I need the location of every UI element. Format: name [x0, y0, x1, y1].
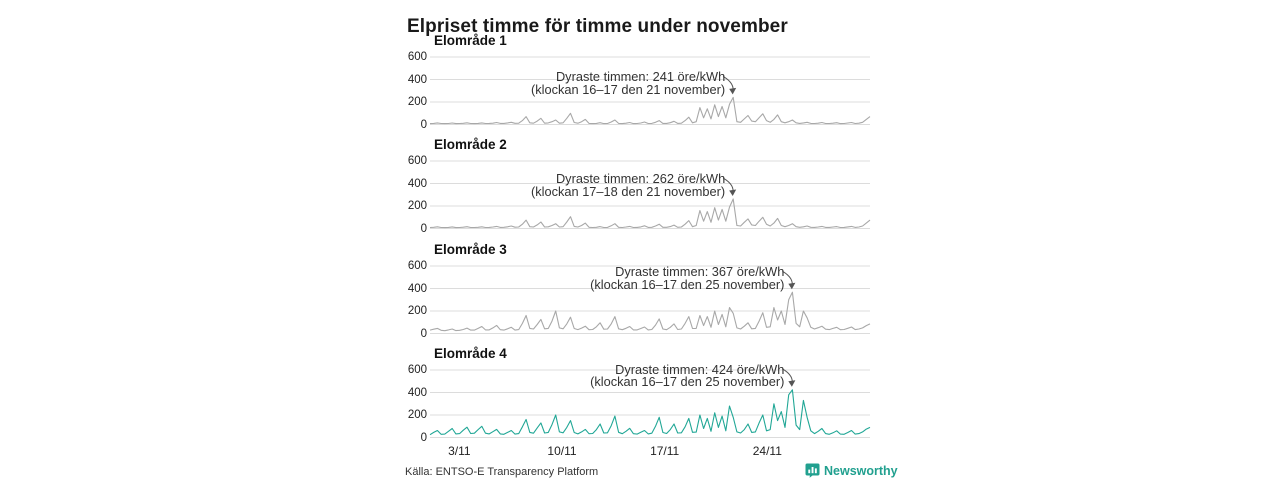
annotation-line-2: (klockan 16–17 den 25 november) [590, 374, 785, 390]
y-axis-label: 400 [407, 73, 427, 86]
y-axis-label: 400 [407, 282, 427, 295]
y-axis-label: 400 [407, 386, 427, 399]
small-multiples: Elområde 1 Dyraste timmen: 241 öre/kWh (… [403, 31, 879, 446]
x-axis-label: 10/11 [547, 444, 577, 458]
panel-title: Elområde 4 [434, 346, 507, 361]
panel-elomrade-1: Elområde 1 Dyraste timmen: 241 öre/kWh (… [403, 33, 879, 138]
line-chart [429, 368, 871, 438]
annotation-line-1: Dyraste timmen: 367 öre/kWh [615, 264, 785, 280]
panel-title: Elområde 3 [434, 242, 507, 257]
page-title: Elpriset timme för timme under november [407, 15, 788, 37]
panel-title: Elområde 2 [434, 137, 507, 152]
line-chart [429, 265, 871, 334]
panel-elomrade-2: Elområde 2 Dyraste timmen: 262 öre/kWh (… [403, 137, 879, 242]
y-axis-label: 0 [420, 222, 427, 235]
peak-annotation: Dyraste timmen: 424 öre/kWh (klockan 16–… [590, 361, 785, 390]
y-axis-label: 600 [407, 364, 427, 376]
annotation-line-1: Dyraste timmen: 262 öre/kWh [555, 171, 726, 187]
annotation-line-1: Dyraste timmen: 424 öre/kWh [615, 361, 785, 377]
x-axis-label: 3/11 [448, 444, 471, 458]
y-axis-label: 200 [407, 200, 427, 212]
line-chart [429, 160, 871, 229]
y-axis-label: 600 [407, 155, 427, 167]
y-axis-label: 600 [407, 260, 427, 272]
bar-chart-bubble-icon [805, 463, 820, 478]
panel-elomrade-4: Elområde 4 Dyraste timmen: 424 öre/kWh (… [403, 346, 879, 451]
annotation-line-2: (klockan 16–17 den 25 november) [590, 276, 785, 292]
x-axis-label: 17/11 [650, 444, 680, 458]
y-axis-label: 0 [420, 431, 427, 444]
y-axis-label: 200 [407, 409, 427, 421]
y-axis-label: 0 [420, 118, 427, 131]
newsworthy-logo: Newsworthy [805, 463, 898, 478]
annotation-line-1: Dyraste timmen: 241 öre/kWh [555, 69, 726, 85]
annotation-line-2: (klockan 17–18 den 21 november) [530, 183, 726, 199]
peak-annotation: Dyraste timmen: 241 öre/kWh (klockan 16–… [531, 71, 725, 96]
y-axis-label: 200 [407, 305, 427, 317]
x-axis-label: 24/11 [752, 444, 782, 458]
source-note: Källa: ENTSO-E Transparency Platform [405, 466, 599, 478]
peak-annotation: Dyraste timmen: 367 öre/kWh (klockan 16–… [590, 266, 784, 291]
y-axis-label: 400 [407, 177, 427, 190]
y-axis-label: 200 [407, 96, 427, 108]
peak-annotation: Dyraste timmen: 262 öre/kWh (klockan 17–… [530, 171, 726, 199]
y-axis-label: 600 [407, 51, 427, 63]
panel-elomrade-3: Elområde 3 Dyraste timmen: 367 öre/kWh (… [403, 242, 879, 347]
brand-name: Newsworthy [824, 463, 898, 478]
x-axis-labels: 3/11 10/11 17/11 24/11 [403, 444, 879, 460]
annotation-line-2: (klockan 16–17 den 21 november) [530, 81, 726, 97]
y-axis-label: 0 [420, 327, 427, 340]
panel-title: Elområde 1 [434, 33, 507, 48]
line-chart [429, 56, 871, 125]
